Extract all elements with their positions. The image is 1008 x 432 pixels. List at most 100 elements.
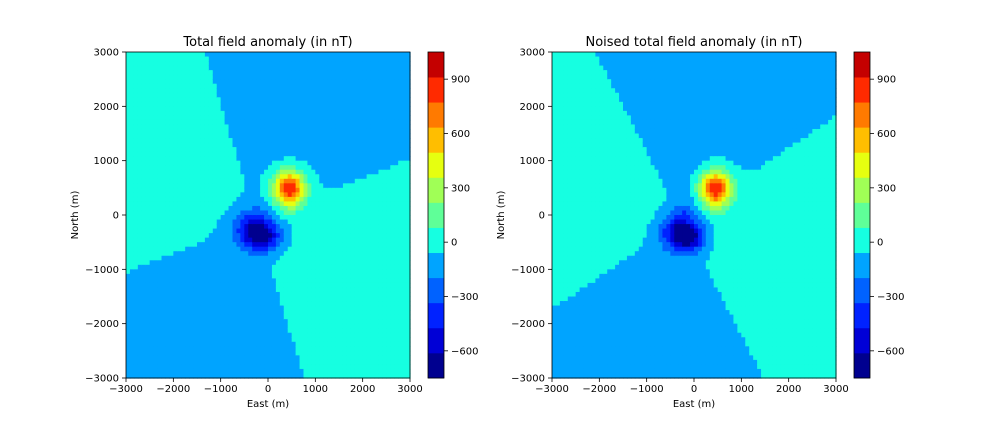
heatmap-cell: [244, 97, 249, 103]
heatmap-cell: [220, 110, 226, 116]
heatmap-cell: [382, 92, 387, 98]
heatmap-cell: [299, 56, 305, 62]
heatmap-cell: [153, 237, 159, 243]
heatmap-cell: [181, 359, 186, 366]
heatmap-cell: [236, 61, 241, 67]
heatmap-cell: [244, 368, 249, 375]
heatmap-cell: [153, 328, 159, 334]
heatmap-cell: [126, 192, 131, 198]
left-xlabel: East (m): [247, 399, 289, 410]
heatmap-cell: [335, 128, 340, 135]
heatmap-cell: [228, 233, 234, 239]
heatmap-cell: [362, 142, 368, 148]
heatmap-cell: [248, 196, 253, 203]
heatmap-cell: [177, 323, 182, 329]
heatmap-cell: [224, 332, 230, 338]
heatmap-cell: [319, 128, 324, 135]
heatmap-cell: [200, 151, 206, 157]
heatmap-cell: [283, 237, 289, 243]
heatmap-cell: [169, 92, 174, 98]
heatmap-cell: [303, 79, 309, 85]
heatmap-cell: [137, 79, 143, 85]
heatmap-cell: [331, 201, 336, 207]
heatmap-cell: [216, 219, 222, 225]
heatmap-cell: [173, 310, 178, 316]
heatmap-cell: [232, 74, 238, 80]
heatmap-cell: [323, 174, 328, 180]
heatmap-cell: [228, 341, 234, 347]
heatmap-cell: [212, 219, 218, 225]
heatmap-cell: [181, 74, 186, 80]
heatmap-cell: [319, 305, 324, 311]
heatmap-cell: [169, 133, 174, 139]
heatmap-cell: [169, 233, 174, 239]
heatmap-cell: [275, 296, 281, 302]
heatmap-cell: [228, 251, 234, 257]
heatmap-cell: [200, 142, 206, 148]
heatmap-cell: [386, 215, 391, 221]
heatmap-cell: [339, 273, 344, 279]
heatmap-cell: [248, 142, 253, 148]
heatmap-cell: [185, 260, 190, 266]
heatmap-cell: [319, 205, 324, 212]
heatmap-cell: [315, 92, 320, 98]
heatmap-cell: [157, 147, 163, 153]
heatmap-cell: [153, 291, 159, 298]
heatmap-cell: [141, 196, 147, 203]
heatmap-cell: [390, 278, 395, 284]
heatmap-cell: [315, 101, 320, 107]
heatmap-cell: [275, 101, 281, 107]
heatmap-cell: [386, 106, 391, 112]
heatmap-cell: [331, 251, 336, 257]
heatmap-cell: [303, 88, 309, 94]
heatmap-cell: [339, 110, 344, 116]
heatmap-cell: [382, 128, 387, 135]
heatmap-cell: [193, 332, 198, 338]
heatmap-cell: [252, 364, 257, 370]
heatmap-cell: [299, 128, 305, 135]
heatmap-cell: [378, 215, 383, 221]
heatmap-cell: [244, 364, 249, 370]
heatmap-cell: [366, 228, 372, 234]
heatmap-cell: [350, 210, 356, 216]
heatmap-cell: [260, 65, 265, 71]
heatmap-cell: [141, 156, 147, 162]
heatmap-cell: [342, 147, 348, 153]
heatmap-cell: [149, 246, 155, 252]
heatmap-cell: [295, 328, 301, 334]
heatmap-cell: [260, 79, 265, 85]
heatmap-cell: [327, 110, 332, 116]
heatmap-cell: [291, 332, 297, 338]
heatmap-cell: [342, 187, 348, 193]
heatmap-cell: [197, 237, 202, 243]
heatmap-cell: [295, 305, 301, 311]
heatmap-cell: [161, 251, 167, 257]
heatmap-cell: [358, 215, 364, 221]
heatmap-cell: [228, 79, 234, 85]
heatmap-cell: [129, 70, 135, 76]
heatmap-cell: [268, 196, 273, 203]
heatmap-cell: [295, 56, 301, 62]
heatmap-cell: [216, 138, 222, 144]
heatmap-cell: [133, 359, 139, 366]
heatmap-cell: [165, 192, 170, 198]
heatmap-cell: [208, 128, 214, 135]
heatmap-cell: [295, 147, 301, 153]
heatmap-cell: [145, 83, 151, 89]
heatmap-cell: [323, 156, 328, 162]
heatmap-cell: [141, 142, 147, 148]
heatmap-cell: [161, 115, 167, 121]
heatmap-cell: [165, 74, 170, 80]
heatmap-cell: [350, 364, 356, 370]
heatmap-cell: [126, 70, 131, 76]
heatmap-cell: [291, 246, 297, 252]
heatmap-cell: [311, 242, 316, 248]
heatmap-cell: [358, 119, 364, 126]
heatmap-cell: [378, 364, 383, 370]
heatmap-cell: [204, 224, 210, 230]
heatmap-cell: [169, 246, 174, 252]
heatmap-cell: [157, 52, 163, 58]
heatmap-cell: [354, 296, 360, 302]
heatmap-cell: [161, 138, 167, 144]
heatmap-cell: [181, 224, 186, 230]
